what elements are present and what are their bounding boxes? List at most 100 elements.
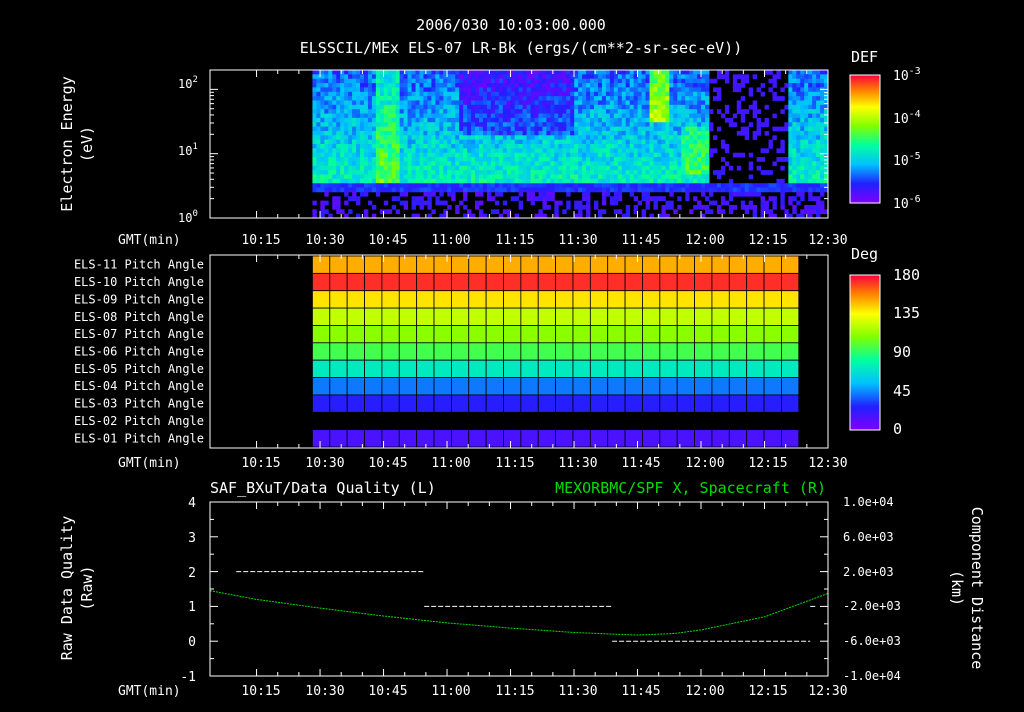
spectrogram-cell	[590, 96, 595, 101]
spectrogram-cell	[597, 104, 603, 110]
pitch-angle-cell	[433, 325, 452, 344]
spectrogram-cell	[812, 70, 817, 75]
spectrogram-cell	[554, 204, 559, 210]
spectrogram-cell	[697, 91, 702, 97]
spectrogram-cell	[637, 170, 643, 175]
spectrogram-cell	[764, 204, 769, 210]
spectrogram-cell	[712, 183, 718, 188]
pitch-angle-cell	[694, 307, 713, 326]
spectrogram-cell	[542, 213, 547, 219]
spectrogram-cell	[514, 187, 520, 193]
spectrogram-cell	[459, 100, 464, 106]
spectrogram-cell	[617, 196, 623, 201]
spectrogram-cell	[356, 109, 361, 114]
spectrogram-cell	[804, 148, 809, 154]
spectrogram-cell	[605, 144, 611, 149]
spectrogram-cell	[352, 148, 357, 154]
spectrogram-cell	[348, 183, 353, 188]
spectrogram-cell	[510, 87, 516, 93]
spectrogram-cell	[328, 126, 333, 132]
spectrogram-cell	[415, 96, 420, 101]
spectrogram-cell	[530, 126, 535, 132]
spectrogram-cell	[649, 96, 654, 101]
spectrogram-cell	[570, 139, 575, 145]
spectrogram-cell	[538, 87, 543, 93]
spectrogram-cell	[443, 161, 448, 167]
spectrogram-cell	[443, 183, 448, 188]
spectrogram-cell	[629, 187, 635, 193]
pitch-angle-x-tick-label: 10:15	[241, 456, 280, 471]
spectrogram-cell	[514, 157, 520, 162]
spectrogram-cell	[435, 130, 440, 136]
spectrogram-cell	[407, 170, 412, 175]
spectrogram-cell	[590, 91, 595, 97]
spectrogram-cell	[653, 100, 658, 106]
spectrogram-cell	[808, 70, 813, 75]
spectrogram-cell	[792, 148, 797, 154]
spectrogram-cell	[780, 204, 785, 210]
spectrogram-cell	[538, 213, 543, 219]
spectrogram-cell	[597, 213, 603, 219]
spectrogram-cell	[570, 187, 575, 193]
spectrogram-cell	[641, 174, 646, 180]
spectrogram-cell	[356, 148, 361, 154]
spectrogram-cell	[411, 196, 416, 201]
spectrogram-cell	[411, 96, 416, 101]
spectrogram-cell	[677, 174, 682, 180]
spectrogram-cell	[471, 91, 476, 97]
pitch-angle-image	[312, 255, 800, 448]
spectrogram-cell	[471, 100, 476, 106]
spectrogram-cell	[776, 178, 781, 184]
spectrogram-cell	[641, 144, 646, 149]
spectrogram-cell	[522, 152, 527, 158]
spectrogram-cell	[475, 178, 480, 184]
spectrogram-cell	[625, 70, 631, 75]
spectrogram-cell	[360, 152, 365, 158]
pitch-angle-cell	[589, 377, 609, 396]
spectrogram-cell	[816, 174, 821, 180]
spectrogram-cell	[336, 161, 341, 167]
spectrogram-cell	[637, 91, 643, 97]
spectrogram-cell	[665, 74, 670, 80]
spectrogram-cell	[788, 139, 793, 145]
spectrogram-cell	[494, 91, 500, 97]
spectrogram-cell	[479, 213, 484, 219]
spectrogram-cell	[316, 83, 321, 88]
spectrogram-cell	[371, 87, 377, 93]
spectrogram-cell	[411, 70, 416, 75]
spectrogram-cell	[475, 148, 480, 154]
spectrogram-cell	[597, 113, 603, 119]
spectrogram-cell	[415, 100, 420, 106]
spectrogram-cell	[685, 183, 690, 188]
spectrogram-cell	[673, 122, 678, 127]
spectrogram-cell	[712, 148, 718, 154]
spectrogram-cell	[697, 109, 702, 114]
spectrogram-cell	[383, 122, 389, 127]
spectrogram-cell	[538, 161, 543, 167]
spectrogram-cell	[475, 113, 480, 119]
spectrogram-cell	[796, 183, 801, 188]
spectrogram-cell	[403, 144, 409, 149]
spectrogram-cell	[475, 96, 480, 101]
spectrogram-cell	[804, 87, 809, 93]
spectrogram-cell	[530, 170, 535, 175]
spectrogram-cell	[526, 135, 531, 141]
spectrogram-cell	[510, 196, 516, 201]
spectrogram-cell	[653, 135, 658, 141]
spectrogram-cell	[475, 135, 480, 141]
spectrogram-cell	[697, 70, 702, 75]
spectrogram-cell	[657, 144, 662, 149]
spectrogram-cell	[594, 170, 599, 175]
spectrogram-cell	[554, 148, 559, 154]
spectrogram-cell	[439, 70, 444, 75]
spectrogram-cell	[502, 200, 508, 206]
spectrogram-cell	[629, 83, 635, 88]
spectrogram-cell	[546, 187, 551, 193]
spectrogram-cell	[689, 83, 694, 88]
spectrogram-cell	[443, 104, 448, 110]
spectrogram-cell	[486, 165, 492, 171]
spectrogram-cell	[443, 100, 448, 106]
spectrogram-cell	[566, 130, 571, 136]
spectrogram-cell	[760, 91, 765, 97]
spectrogram-cell	[804, 117, 809, 123]
